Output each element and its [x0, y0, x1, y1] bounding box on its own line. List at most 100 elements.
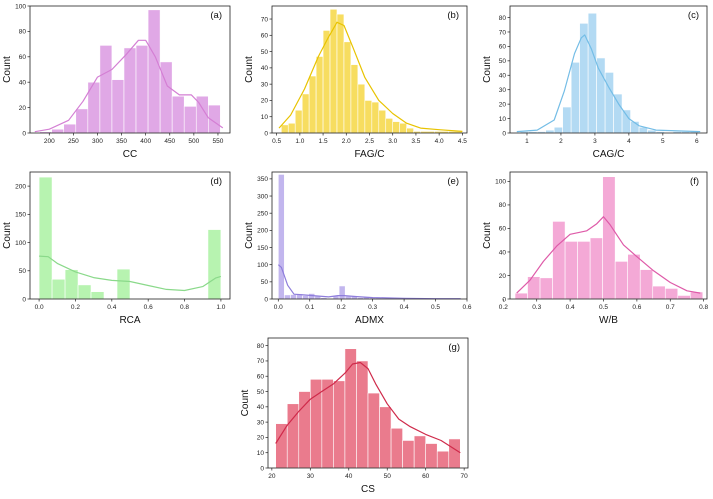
histogram-bar	[277, 174, 285, 300]
y-tick-label: 40	[261, 65, 269, 72]
y-tick-label: 150	[257, 245, 268, 252]
histogram-bar	[183, 106, 197, 134]
histogram-bar	[367, 392, 380, 469]
y-tick-label: 10	[261, 114, 269, 121]
y-tick-label: 50	[19, 268, 27, 275]
histogram-bar	[350, 64, 359, 134]
x-tick-label: 550	[213, 138, 224, 145]
plot-frame	[509, 171, 708, 300]
x-tick-label: 0.5	[272, 138, 281, 145]
x-tick-label: 0.5	[599, 304, 608, 311]
histogram-bar	[38, 176, 53, 300]
y-tick-label: 70	[257, 358, 265, 365]
histogram-bar	[587, 12, 597, 134]
histogram-bar	[639, 269, 654, 300]
y-tick-label: 60	[257, 374, 265, 381]
histogram-bar	[613, 93, 623, 134]
histogram-bar	[356, 360, 369, 469]
y-tick-label: 40	[19, 80, 27, 87]
histogram-bar	[448, 438, 461, 469]
histogram-bar	[111, 79, 125, 134]
y-tick-label: 60	[499, 44, 507, 51]
histogram-bar	[171, 95, 185, 134]
x-tick-label: 500	[188, 138, 199, 145]
histogram-bar	[275, 423, 288, 469]
x-tick-label: 2.5	[365, 138, 374, 145]
y-tick-label: 0	[22, 296, 26, 303]
histogram-bar	[385, 118, 394, 134]
histogram-bar	[321, 378, 334, 469]
x-tick-label: 4	[627, 138, 631, 145]
y-axis-label: Count	[244, 56, 255, 83]
x-tick-label: 0.4	[566, 304, 575, 311]
histogram-bar	[647, 129, 657, 134]
histogram-bar	[562, 106, 572, 134]
x-axis-label: FAG/C	[354, 149, 384, 160]
chart-panel-1: 200 250 300 350 400 450 500 550 0 20 40 60 80 100 CC Co…	[2, 3, 231, 160]
histogram-bar	[287, 122, 296, 134]
histogram-bar	[596, 57, 606, 134]
chart-panel-2: 0.5 1.0 1.5 2.0 2.5 3.0 3.5 4.0 4.5 0 10 20 30 40 50 60…	[244, 5, 468, 160]
x-tick-label: 5	[661, 138, 665, 145]
y-tick-label: 200	[15, 183, 26, 190]
x-tick-label: 20	[268, 473, 276, 480]
histogram-bar	[357, 83, 366, 134]
y-tick-label: 100	[495, 179, 506, 186]
y-tick-label: 80	[19, 29, 27, 36]
histogram-bar	[436, 450, 450, 469]
histogram-bar	[336, 13, 345, 134]
y-axis-label: Count	[482, 56, 493, 83]
histogram-bar	[64, 269, 79, 300]
y-axis-label: Count	[2, 222, 13, 249]
histogram-bar	[333, 380, 346, 469]
histogram-bar	[298, 391, 311, 469]
histogram-bar	[51, 128, 65, 134]
x-tick-label: 0.0	[274, 304, 283, 311]
histogram-bar	[514, 292, 528, 300]
histogram-bar	[390, 427, 403, 469]
y-tick-label: 20	[499, 273, 507, 280]
y-tick-label: 150	[15, 212, 26, 219]
histogram-bar	[564, 241, 578, 300]
y-tick-label: 350	[257, 176, 268, 183]
y-tick-label: 300	[257, 193, 268, 200]
y-tick-label: 80	[499, 202, 507, 209]
histogram-bar	[602, 176, 616, 300]
x-axis-label: ADMX	[355, 315, 384, 326]
x-tick-label: 0.2	[71, 304, 80, 311]
panel-tag: (d)	[210, 176, 222, 187]
y-tick-label: 100	[257, 262, 268, 269]
y-tick-label: 0	[502, 130, 506, 137]
histogram-bar	[552, 221, 566, 300]
x-tick-label: 30	[307, 473, 315, 480]
histogram-bar	[338, 285, 346, 300]
kde-curve	[516, 34, 701, 133]
x-tick-label: 70	[461, 473, 469, 480]
histogram-bar	[135, 45, 149, 134]
x-tick-label: 0.6	[632, 304, 641, 311]
y-tick-label: 20	[19, 105, 27, 112]
plot-frame	[29, 5, 231, 134]
plot-frame	[271, 171, 468, 300]
y-tick-label: 200	[257, 228, 268, 235]
x-tick-label: 0.8	[699, 304, 708, 311]
x-tick-label: 1.0	[216, 304, 225, 311]
histogram-bar	[364, 100, 373, 134]
y-tick-label: 50	[261, 49, 269, 56]
panel-tag: (c)	[688, 10, 699, 21]
y-tick-label: 100	[15, 3, 26, 10]
histogram-bar	[371, 101, 380, 134]
histogram-bar	[315, 56, 324, 134]
histogram-bar	[413, 435, 426, 469]
x-axis-label: CC	[123, 149, 137, 160]
histogram-bar	[652, 285, 666, 300]
histogram-bar	[116, 268, 131, 300]
y-tick-label: 30	[499, 87, 507, 94]
kde-curve	[39, 255, 222, 292]
x-tick-label: 1	[525, 138, 529, 145]
histogram-bar	[664, 288, 679, 300]
x-tick-label: 0.5	[431, 304, 440, 311]
histogram-bar	[99, 45, 113, 134]
